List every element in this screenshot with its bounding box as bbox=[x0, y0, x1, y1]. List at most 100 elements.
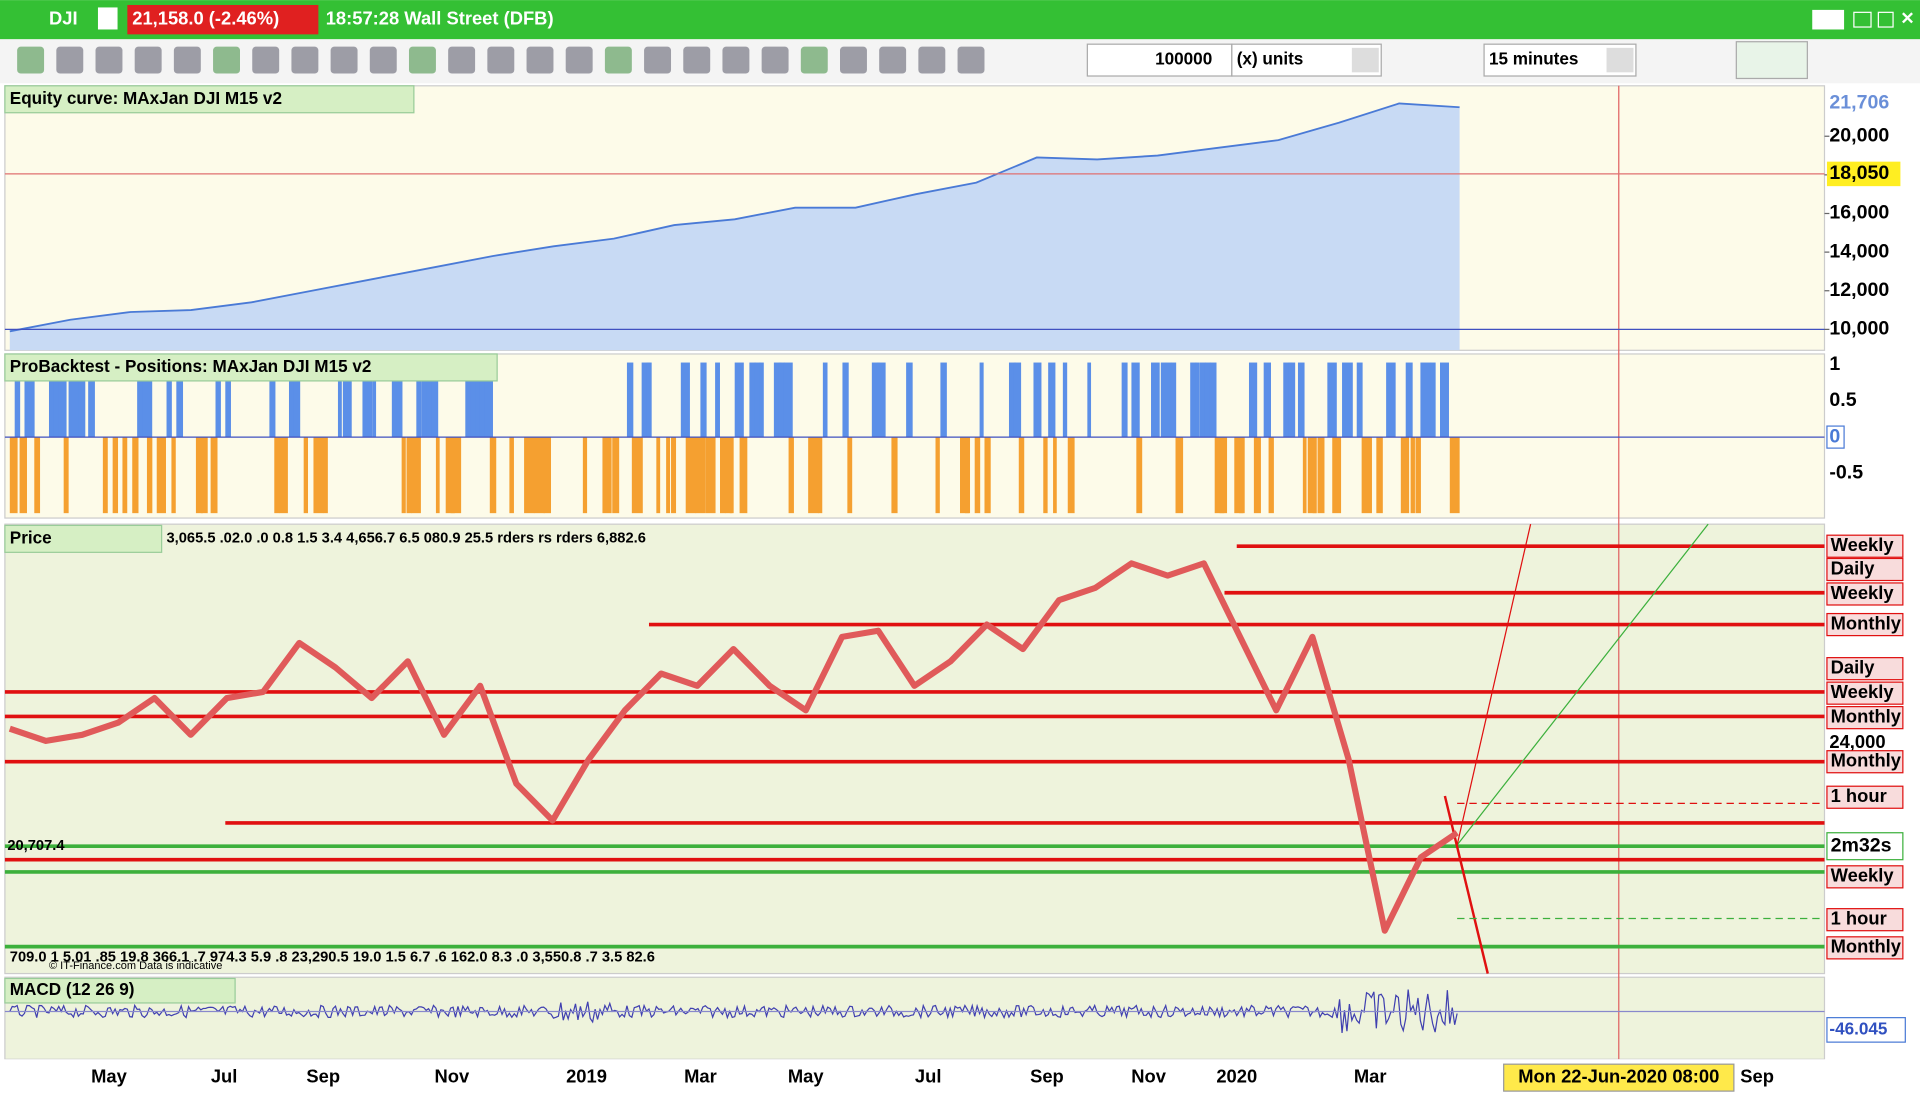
keyboard-button[interactable] bbox=[1812, 9, 1845, 30]
long-bar bbox=[215, 362, 221, 438]
short-bar bbox=[847, 437, 853, 514]
tool-button[interactable] bbox=[369, 46, 397, 74]
level-label: Weekly bbox=[1831, 582, 1895, 603]
panel-title: MACD (12 26 9) bbox=[10, 979, 135, 999]
long-bar bbox=[906, 362, 913, 438]
long-bar bbox=[465, 362, 472, 438]
long-bar bbox=[759, 362, 764, 438]
long-bar bbox=[940, 362, 947, 438]
close-button[interactable]: ✕ bbox=[1900, 8, 1914, 28]
long-bar bbox=[626, 362, 634, 438]
tool-button[interactable] bbox=[291, 46, 319, 74]
short-bar bbox=[112, 437, 119, 514]
y-tick-label: 12,000 bbox=[1829, 279, 1889, 301]
tool-button[interactable] bbox=[683, 46, 711, 74]
tool-button[interactable] bbox=[252, 46, 280, 74]
x-axis-labels: May Jul Sep Nov 2019 Mar May Jul Sep Nov 2020 Mar Se… bbox=[91, 1065, 1774, 1086]
long-bar bbox=[754, 362, 761, 438]
long-bar bbox=[646, 362, 652, 438]
long-bar bbox=[391, 362, 400, 438]
long-bar bbox=[1356, 362, 1363, 438]
tool-button[interactable] bbox=[487, 46, 515, 74]
dropdown-arrow[interactable] bbox=[1606, 47, 1634, 73]
title-bar bbox=[0, 0, 1920, 40]
long-bar bbox=[1160, 362, 1167, 438]
long-bar bbox=[88, 362, 95, 438]
long-bar bbox=[396, 362, 403, 438]
tool-button[interactable] bbox=[330, 46, 358, 74]
level-box bbox=[1826, 657, 1904, 681]
short-bar bbox=[666, 437, 671, 514]
tool-button[interactable] bbox=[840, 46, 867, 74]
short-bar bbox=[323, 437, 328, 514]
quantity: 100000 bbox=[1155, 49, 1212, 69]
tool-button[interactable] bbox=[957, 46, 985, 74]
short-bar bbox=[1043, 437, 1048, 514]
short-bar bbox=[132, 437, 139, 514]
trend-line bbox=[1456, 524, 1532, 846]
short-bar bbox=[1302, 437, 1307, 514]
long-bar bbox=[778, 362, 785, 438]
short-bar bbox=[685, 437, 697, 514]
level-label: Weekly bbox=[1831, 865, 1895, 886]
short-bar bbox=[34, 437, 41, 514]
minimize-button[interactable] bbox=[1853, 11, 1872, 28]
tool-button[interactable] bbox=[95, 46, 123, 74]
tool-button[interactable] bbox=[56, 46, 84, 74]
long-bar bbox=[1288, 362, 1296, 438]
long-bar bbox=[416, 362, 422, 438]
long-bar bbox=[773, 362, 782, 438]
tool-button[interactable] bbox=[448, 46, 476, 74]
x-tick-label: Sep bbox=[1740, 1065, 1774, 1086]
info-icon[interactable] bbox=[97, 7, 118, 30]
short-bar bbox=[1053, 437, 1057, 514]
tool-button[interactable] bbox=[17, 46, 45, 74]
equity-line bbox=[9, 102, 1460, 333]
price-layer bbox=[4, 523, 1825, 974]
short-bar bbox=[582, 437, 588, 514]
short-bar bbox=[1253, 437, 1261, 514]
tool-button[interactable] bbox=[918, 46, 946, 74]
long-bar bbox=[734, 362, 744, 438]
quantity-input[interactable] bbox=[1086, 43, 1233, 77]
tool-button[interactable] bbox=[134, 46, 162, 74]
long-bar bbox=[1190, 362, 1197, 438]
x-tick-label: Nov bbox=[1131, 1065, 1166, 1086]
short-bar bbox=[1234, 437, 1244, 514]
y-tick-label: 1 bbox=[1829, 353, 1840, 375]
level-box bbox=[1826, 750, 1904, 774]
right-axis: 10,00012,00014,00016,00018,00020,00018,0… bbox=[1824, 91, 1904, 960]
tool-button[interactable] bbox=[526, 46, 554, 74]
tool-button[interactable] bbox=[644, 46, 672, 74]
chart-style-button[interactable] bbox=[1735, 41, 1808, 80]
tool-button[interactable] bbox=[565, 46, 593, 74]
x-tick-label: 2019 bbox=[566, 1065, 607, 1086]
tool-button[interactable] bbox=[173, 46, 201, 74]
short-bar bbox=[612, 437, 620, 514]
tool-button[interactable] bbox=[800, 46, 828, 74]
long-bar bbox=[1342, 362, 1353, 438]
tool-button[interactable] bbox=[761, 46, 789, 74]
tool-button[interactable] bbox=[213, 46, 240, 74]
short-bar bbox=[533, 437, 545, 514]
short-bar bbox=[279, 437, 288, 514]
short-bar bbox=[313, 437, 324, 514]
tool-button[interactable] bbox=[408, 46, 436, 74]
long-bar bbox=[480, 362, 486, 438]
level-box bbox=[1826, 936, 1904, 960]
marker-box bbox=[1826, 161, 1901, 187]
tool-button[interactable] bbox=[879, 46, 907, 74]
long-bar bbox=[14, 362, 21, 438]
trend-line bbox=[1456, 523, 1709, 846]
long-bar bbox=[1204, 362, 1211, 438]
dropdown-arrow[interactable] bbox=[1351, 47, 1379, 73]
tool-button[interactable] bbox=[604, 46, 632, 74]
short-bar bbox=[1449, 437, 1460, 514]
long-bar bbox=[367, 362, 372, 438]
long-bar bbox=[337, 362, 342, 438]
tool-button[interactable] bbox=[722, 46, 750, 74]
level-box bbox=[1826, 582, 1904, 606]
short-bar bbox=[1361, 437, 1372, 514]
restore-button[interactable] bbox=[1877, 11, 1894, 28]
